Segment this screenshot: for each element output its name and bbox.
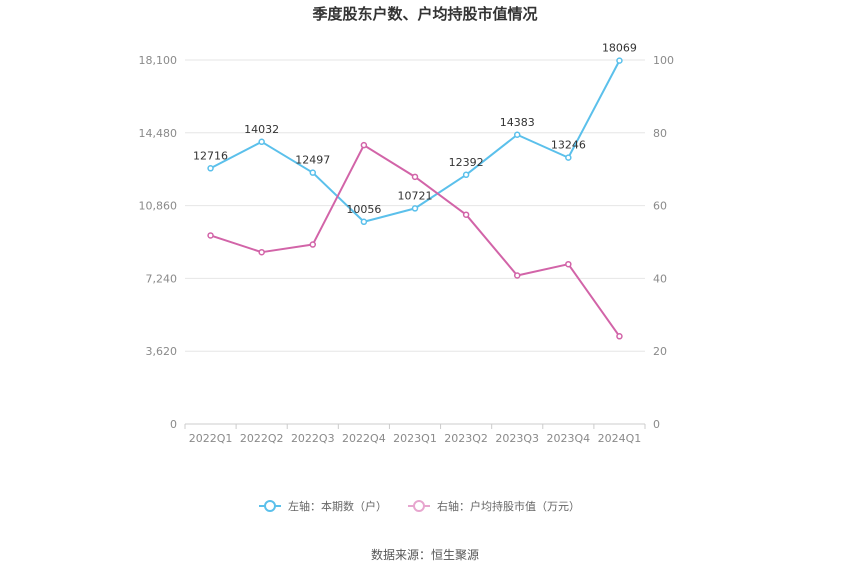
- y-left-tick-label: 18,100: [139, 54, 178, 67]
- legend-label-left: 左轴：本期数（户）: [288, 499, 387, 513]
- data-point: [360, 218, 368, 226]
- x-tick-label: 2023Q2: [444, 432, 488, 445]
- data-point: [309, 169, 317, 176]
- x-tick-label: 2022Q4: [342, 432, 386, 445]
- legend-circle-icon: [413, 500, 425, 512]
- y-axis-left: 0 3,620 7,240 10,860 14,480 18,100: [139, 54, 178, 431]
- data-label: 12716: [193, 149, 228, 162]
- y-left-tick-label: 3,620: [146, 345, 178, 358]
- legend-item-left[interactable]: 左轴：本期数（户）: [259, 499, 387, 513]
- data-point: [207, 232, 214, 239]
- data-point: [360, 141, 368, 149]
- data-point: [462, 211, 470, 218]
- data-point: [616, 333, 623, 340]
- y-right-tick-label: 80: [653, 127, 667, 140]
- y-right-tick-label: 100: [653, 54, 674, 67]
- chart-title: 季度股东户数、户均持股市值情况: [312, 5, 537, 23]
- y-right-tick-label: 40: [653, 272, 667, 285]
- y-left-tick-label: 10,860: [139, 200, 178, 213]
- y-left-tick-label: 0: [170, 418, 177, 431]
- source-text: 数据来源：恒生聚源: [371, 547, 479, 562]
- data-point: [462, 171, 470, 179]
- x-tick-label: 2023Q4: [547, 432, 591, 445]
- data-point: [207, 165, 214, 172]
- data-label: 14032: [244, 123, 279, 136]
- x-axis: 2022Q1 2022Q2 2022Q3 2022Q4 2023Q1 2023Q2 2023…: [184, 424, 646, 445]
- data-point: [616, 57, 623, 64]
- legend-label-right: 右轴：户均持股市值（万元）: [437, 499, 580, 513]
- y-left-tick-label: 7,240: [146, 272, 178, 285]
- x-tick-label: 2023Q3: [495, 432, 539, 445]
- data-label: 12392: [449, 156, 484, 169]
- legend[interactable]: 左轴：本期数（户） 右轴：户均持股市值（万元）: [259, 499, 580, 513]
- data-point: [565, 154, 572, 161]
- data-label: 10721: [398, 189, 433, 202]
- legend-circle-icon: [264, 500, 276, 512]
- x-tick-label: 2024Q1: [598, 432, 642, 445]
- data-point: [258, 248, 265, 256]
- y-right-tick-label: 20: [653, 345, 667, 358]
- y-right-tick-label: 0: [653, 418, 660, 431]
- data-label: 14383: [500, 116, 535, 129]
- x-tick-label: 2023Q1: [393, 432, 437, 445]
- data-point: [309, 241, 317, 248]
- y-right-tick-label: 60: [653, 200, 667, 213]
- data-label: 10056: [346, 203, 381, 216]
- data-point: [513, 272, 521, 279]
- data-point: [411, 173, 419, 181]
- data-point: [513, 131, 521, 139]
- data-point: [411, 205, 419, 212]
- data-label: 13246: [551, 139, 586, 152]
- y-axis-right: 0 20 40 60 80 100: [653, 54, 674, 431]
- series-points: [207, 57, 623, 340]
- data-labels: 12716 14032 12497 10056 10721 12392 14383 13246…: [193, 42, 637, 216]
- grid: [185, 59, 645, 425]
- x-tick-label: 2022Q3: [291, 432, 335, 445]
- data-point: [258, 138, 265, 146]
- data-label: 12497: [295, 154, 330, 167]
- data-point: [565, 260, 572, 268]
- data-label: 18069: [602, 42, 637, 55]
- x-tick-label: 2022Q1: [189, 432, 233, 445]
- legend-item-right[interactable]: 右轴：户均持股市值（万元）: [408, 499, 580, 513]
- x-tick-label: 2022Q2: [240, 432, 284, 445]
- y-left-tick-label: 14,480: [139, 127, 178, 140]
